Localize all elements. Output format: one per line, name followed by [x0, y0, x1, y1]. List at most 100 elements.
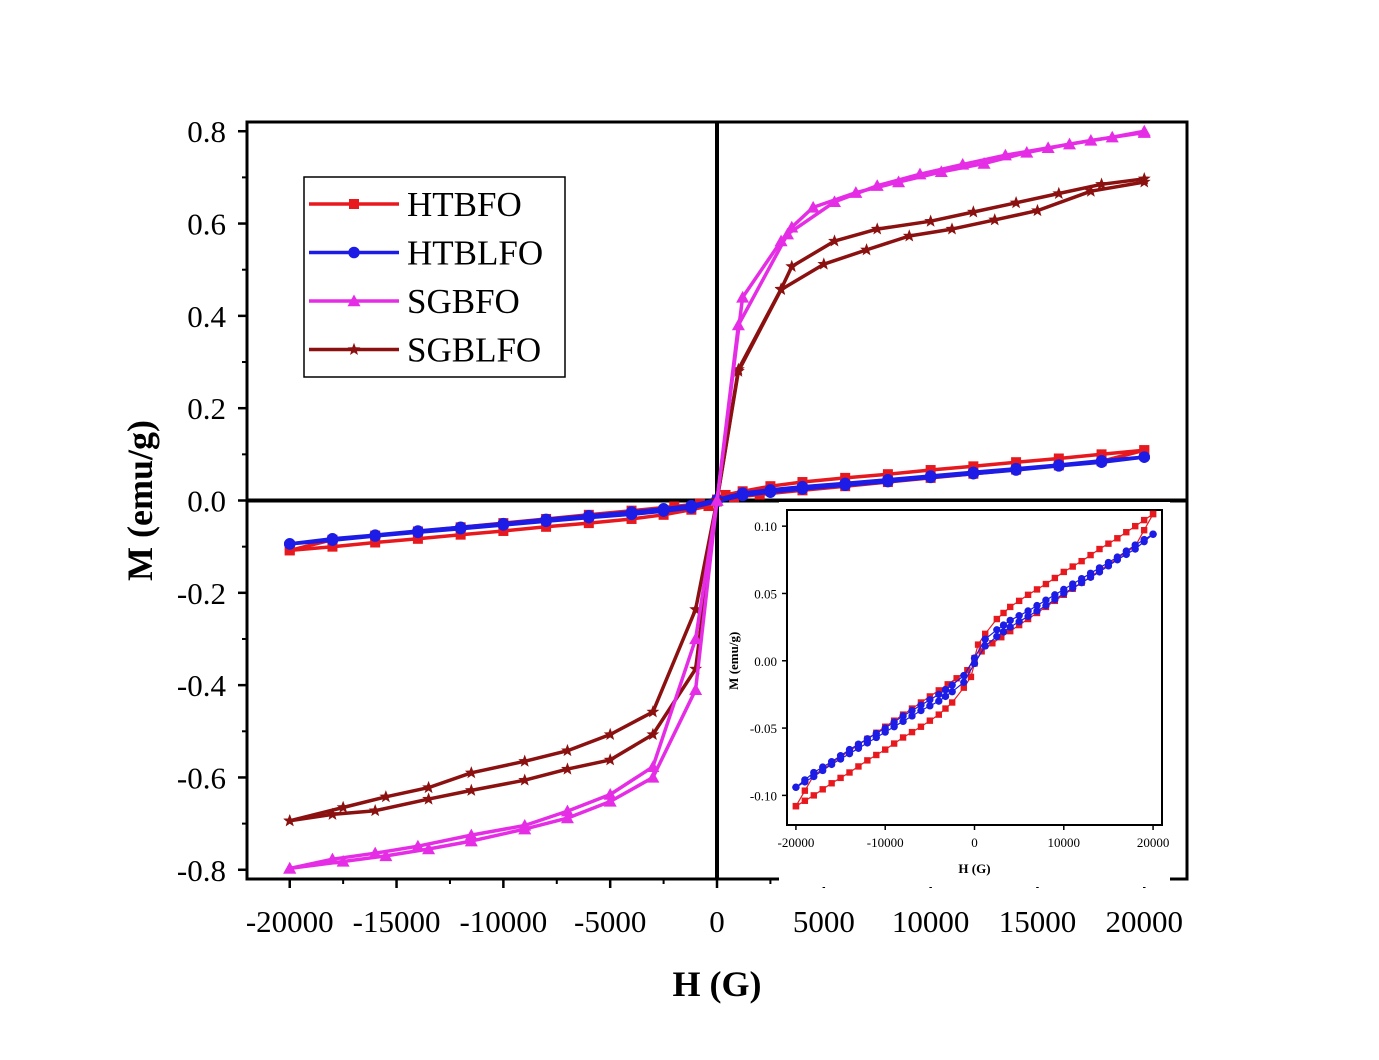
legend-label: HTBLFO [407, 234, 543, 273]
data-point [283, 814, 297, 827]
data-point [284, 545, 295, 556]
inset-data-point [1000, 609, 1007, 617]
inset-data-point [1105, 540, 1112, 547]
x-tick-label: -10000 [459, 904, 547, 939]
inset-x-tick-label: -20000 [778, 835, 815, 850]
inset-data-point [819, 786, 826, 793]
data-point [325, 852, 339, 865]
data-point [1084, 184, 1098, 197]
data-point [924, 471, 937, 484]
x-tick-label: -15000 [353, 904, 441, 939]
inset-data-point [1140, 537, 1148, 546]
inset-data-point [1113, 556, 1122, 564]
data-point [518, 754, 532, 767]
data-point [646, 727, 660, 740]
inset-x-tick-label: -10000 [867, 835, 904, 850]
inset-y-tick-label: 0.05 [754, 586, 777, 601]
inset-data-point [890, 740, 898, 747]
data-point [839, 479, 851, 492]
inset-data-point [1132, 522, 1139, 530]
data-point [326, 807, 339, 820]
inset-data-point [828, 780, 835, 787]
data-point [781, 227, 794, 240]
inset-data-point [926, 717, 934, 724]
inset-data-point [917, 701, 925, 709]
legend-marker [347, 342, 361, 355]
y-tick-label: -0.8 [177, 853, 226, 888]
y-tick-label: 0.8 [187, 114, 226, 149]
data-point [455, 529, 466, 540]
inset-x-tick-label: 20000 [1137, 835, 1170, 850]
data-point [968, 461, 979, 472]
data-point [720, 489, 731, 500]
inset-data-point [819, 766, 827, 775]
inset-data-point [801, 797, 809, 804]
data-point [1041, 141, 1055, 154]
data-point [497, 519, 510, 531]
data-point [464, 783, 478, 796]
inset-data-point [917, 723, 925, 730]
inset-data-point [1078, 557, 1085, 565]
inset-data-point [1131, 545, 1139, 553]
inset-data-point [1104, 562, 1113, 570]
data-point [1139, 445, 1150, 456]
data-point [561, 762, 574, 775]
inset-data-point [948, 688, 956, 696]
data-point [796, 483, 809, 495]
data-point [560, 811, 574, 824]
inset-data-point [836, 755, 845, 763]
x-axis-title: H (G) [673, 964, 762, 1004]
data-point [828, 234, 841, 247]
inset-data-point [1015, 618, 1023, 626]
data-point [603, 788, 617, 800]
inset-data-point [1006, 616, 1014, 625]
inset-data-point [948, 681, 956, 689]
inset-data-point [855, 763, 862, 770]
legend-label: HTBFO [407, 185, 522, 224]
data-point [988, 213, 1002, 226]
data-point [518, 818, 532, 831]
data-point [283, 861, 297, 874]
data-point [685, 502, 698, 514]
data-point [657, 505, 670, 517]
data-point [583, 511, 595, 524]
inset-data-point [1122, 550, 1130, 559]
inset-data-point [1060, 568, 1067, 576]
data-point [464, 766, 478, 779]
data-point [689, 632, 703, 645]
inset-y-tick-label: 0.10 [754, 519, 777, 534]
legend-marker [349, 199, 359, 209]
y-tick-label: 0.4 [187, 299, 226, 334]
data-point [924, 214, 938, 227]
legend-label: SGBFO [407, 282, 520, 321]
data-point [785, 259, 799, 272]
inset-data-point [827, 760, 836, 769]
inset-data-point [846, 769, 853, 776]
data-point [560, 804, 574, 817]
inset-data-point [1006, 623, 1014, 631]
inset-data-point [899, 734, 907, 741]
legend-marker [348, 246, 360, 259]
inset-data-point [908, 712, 916, 720]
y-tick-label: -0.2 [177, 576, 226, 611]
data-point [967, 467, 980, 480]
data-point [603, 753, 617, 766]
y-tick-label: -0.4 [177, 668, 227, 703]
inset-data-point [960, 684, 967, 691]
data-point [806, 200, 820, 213]
inset-data-point [801, 787, 809, 794]
inset-data-point [792, 802, 800, 810]
data-point [870, 222, 884, 235]
inset-data-point [1033, 586, 1041, 593]
inset-data-point [1060, 589, 1068, 598]
inset-data-point [1015, 597, 1023, 605]
inset-data-point [944, 681, 951, 688]
data-point [336, 800, 350, 813]
x-tick-label: -20000 [246, 904, 334, 939]
data-point [1084, 133, 1098, 146]
inset-data-point [993, 632, 1001, 641]
inset-data-point [864, 757, 871, 764]
inset-data-point [890, 723, 898, 731]
y-tick-label: -0.6 [177, 760, 226, 795]
